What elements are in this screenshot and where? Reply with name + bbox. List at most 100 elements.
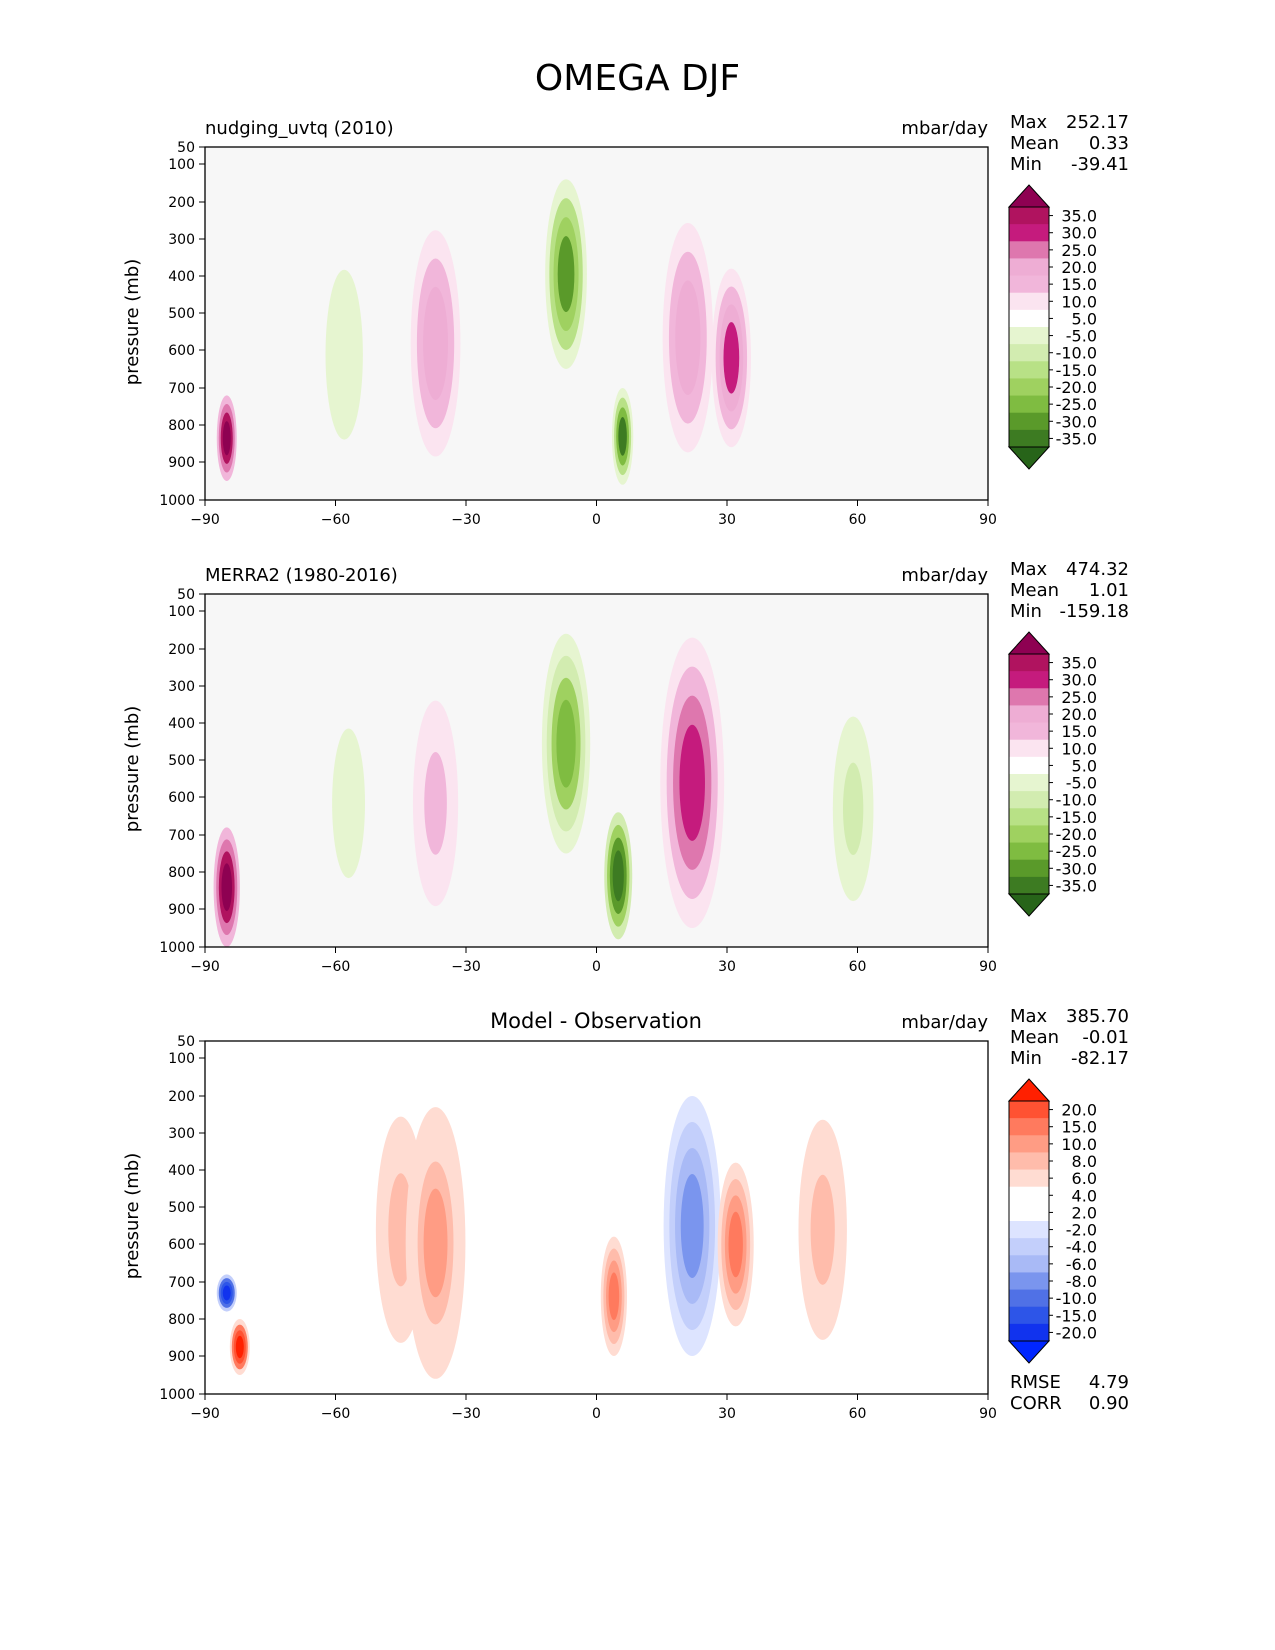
corr-label: CORR — [1010, 1393, 1062, 1414]
x-tick-label: −90 — [190, 1406, 220, 1422]
contour-feature-green-band-60s — [321, 678, 376, 928]
colorbar-segment — [1009, 774, 1049, 792]
panel-1-svg: MERRA2 (1980-2016) mbar/day Max 474.32 M… — [122, 559, 1129, 975]
mean-label: Mean — [1010, 1027, 1059, 1048]
x-tick-label: 90 — [979, 959, 997, 975]
colorbar-label: 30.0 — [1061, 671, 1097, 690]
contour-feature-red-32n — [717, 1162, 754, 1327]
colorbar-segment — [1009, 791, 1049, 809]
contour-level — [222, 421, 231, 456]
colorbar-segment — [1009, 722, 1049, 741]
x-tick-label: 0 — [592, 512, 601, 528]
colorbar-label: 10.0 — [1061, 292, 1097, 311]
y-tick-label: 700 — [168, 828, 195, 844]
colorbar-label: -30.0 — [1056, 412, 1097, 431]
colorbar-segment — [1009, 842, 1049, 861]
contour-level — [423, 286, 448, 400]
contour-level — [557, 236, 575, 313]
y-tick-label: 600 — [168, 790, 195, 806]
colorbar-segment — [1009, 1169, 1049, 1188]
y-tick-label: 50 — [177, 1034, 195, 1050]
x-tick-label: 60 — [849, 1406, 867, 1422]
colorbar-segment — [1009, 688, 1049, 706]
colorbar-label: 15.0 — [1061, 722, 1097, 741]
colorbar-segment — [1009, 378, 1049, 397]
panel-0-svg: nudging_uvtq (2010) mbar/day Max 252.17 … — [122, 112, 1129, 528]
min-value: -39.41 — [1071, 154, 1129, 175]
colorbar-segment — [1009, 1135, 1049, 1153]
y-tick-label: 300 — [168, 679, 195, 695]
mean-label: Mean — [1010, 133, 1059, 154]
colorbar-label: 30.0 — [1061, 224, 1097, 243]
colorbar-bottom-arrow — [1007, 446, 1051, 470]
colorbar-label: -6.0 — [1066, 1255, 1097, 1274]
colorbar-top-arrow — [1007, 1078, 1051, 1102]
colorbar-label: 35.0 — [1061, 654, 1097, 673]
contour-feature-pink-ascent-20n — [656, 194, 720, 481]
x-tick-label: −30 — [451, 512, 481, 528]
x-tick-label: 90 — [979, 1406, 997, 1422]
x-tick-label: 30 — [718, 1406, 736, 1422]
contour-level — [618, 417, 627, 456]
colorbar-label: -5.0 — [1066, 774, 1097, 793]
colorbar-segment — [1009, 412, 1049, 431]
colorbar-label: 15.0 — [1061, 275, 1097, 294]
y-tick-label: 700 — [168, 381, 195, 397]
contour-feature-green-60n — [827, 693, 879, 925]
colorbar-segment — [1009, 671, 1049, 689]
colorbar-label: -20.0 — [1056, 378, 1097, 397]
colorbar-bottom-arrow — [1007, 1340, 1051, 1364]
y-tick-label: 200 — [168, 642, 195, 658]
colorbar-segment — [1009, 876, 1049, 895]
colorbar-label: -35.0 — [1056, 429, 1097, 448]
colorbar-segment — [1009, 327, 1049, 345]
colorbar-segment — [1009, 361, 1049, 379]
y-tick-label: 400 — [168, 269, 195, 285]
colorbar-segment — [1009, 429, 1049, 448]
contour-level — [723, 322, 740, 394]
x-tick-label: −60 — [321, 512, 351, 528]
colorbar-label: -30.0 — [1056, 859, 1097, 878]
contour-level — [424, 751, 447, 855]
colorbar-label: -25.0 — [1056, 395, 1097, 414]
panel-title: nudging_uvtq (2010) — [205, 118, 394, 139]
y-tick-label: 900 — [168, 902, 195, 918]
contour-level — [337, 753, 360, 854]
contour-feature-blue-22n — [663, 1096, 721, 1356]
contour-level — [235, 1335, 244, 1359]
colorbar-frame — [1008, 206, 1050, 448]
colorbar-label: -15.0 — [1056, 808, 1097, 827]
colorbar-label: -4.0 — [1066, 1238, 1097, 1257]
contour-feature-green-band-60s — [313, 213, 376, 497]
colorbar-frame — [1008, 1100, 1050, 1342]
panel-title: Model - Observation — [490, 1009, 702, 1033]
colorbar-label: -10.0 — [1056, 1289, 1097, 1308]
colorbar-label: 25.0 — [1061, 241, 1097, 260]
contour-feature-red-35s — [405, 1107, 466, 1379]
y-tick-label: 50 — [177, 587, 195, 603]
y-tick-label: 400 — [168, 1163, 195, 1179]
max-label: Max — [1010, 112, 1048, 133]
colorbar-segment — [1009, 1306, 1049, 1325]
colorbar-label: 20.0 — [1061, 705, 1097, 724]
contour-level — [423, 1188, 448, 1298]
colorbar-segment — [1009, 344, 1049, 362]
min-value: -159.18 — [1060, 601, 1129, 622]
colorbar-label: 5.0 — [1072, 756, 1097, 775]
colorbar-top-arrow — [1007, 184, 1051, 208]
y-tick-label: 300 — [168, 232, 195, 248]
panel-nudging: nudging_uvtq (2010) mbar/day Max 252.17 … — [0, 110, 1275, 570]
contour-level — [612, 850, 624, 902]
colorbar-segment — [1009, 207, 1049, 225]
colorbar-label: -8.0 — [1066, 1272, 1097, 1291]
colorbar-label: -15.0 — [1056, 361, 1097, 380]
y-tick-label: 1000 — [159, 940, 195, 956]
panel-merra2: MERRA2 (1980-2016) mbar/day Max 474.32 M… — [0, 557, 1275, 1017]
colorbar-segment — [1009, 275, 1049, 294]
contour-feature-pink-core-30n — [711, 268, 751, 448]
colorbar-segment — [1009, 859, 1049, 878]
colorbar-label: 20.0 — [1061, 258, 1097, 277]
contour-level — [556, 699, 576, 788]
colorbar-segment — [1009, 224, 1049, 242]
rmse-label: RMSE — [1010, 1372, 1061, 1393]
